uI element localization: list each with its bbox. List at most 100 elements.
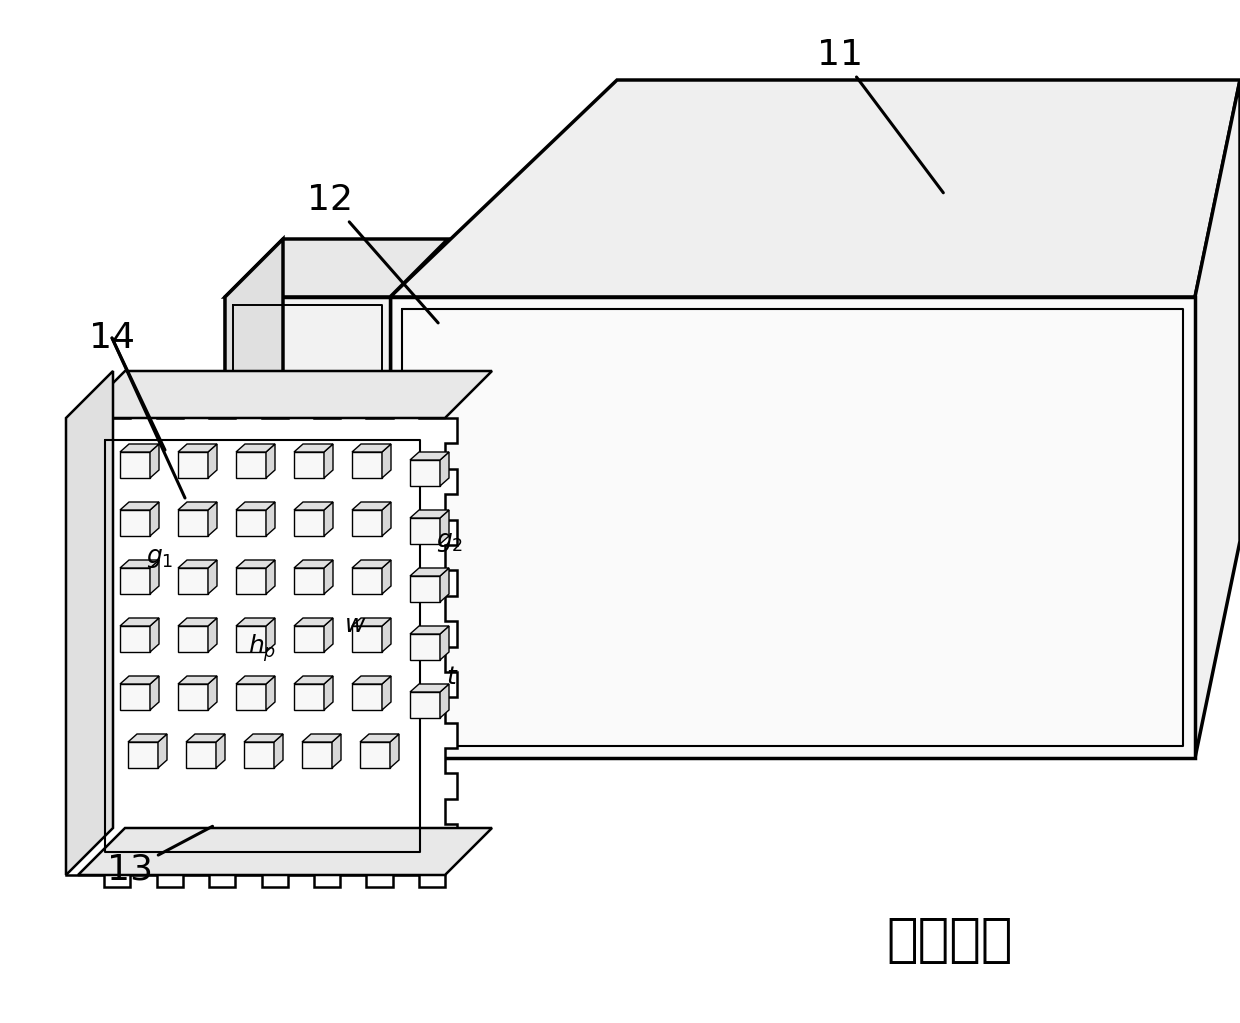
Text: 14: 14	[89, 321, 135, 355]
Text: $w$: $w$	[343, 614, 366, 636]
Polygon shape	[208, 502, 217, 536]
Polygon shape	[120, 618, 159, 626]
Polygon shape	[236, 568, 267, 594]
Polygon shape	[294, 502, 334, 510]
Polygon shape	[410, 510, 449, 518]
Polygon shape	[352, 676, 391, 684]
Polygon shape	[440, 568, 449, 602]
Polygon shape	[294, 510, 324, 536]
Polygon shape	[236, 560, 275, 568]
Polygon shape	[410, 518, 440, 544]
Text: $g_1$: $g_1$	[146, 546, 174, 570]
Polygon shape	[324, 444, 334, 478]
Polygon shape	[179, 676, 217, 684]
Polygon shape	[179, 444, 217, 452]
Polygon shape	[324, 618, 334, 652]
Polygon shape	[382, 676, 391, 710]
Polygon shape	[120, 510, 150, 536]
Polygon shape	[352, 452, 382, 478]
Polygon shape	[440, 510, 449, 544]
Polygon shape	[224, 239, 448, 297]
Text: $t$: $t$	[445, 667, 459, 690]
Text: 11: 11	[817, 38, 944, 192]
Polygon shape	[391, 733, 399, 768]
Polygon shape	[120, 626, 150, 652]
Polygon shape	[208, 618, 217, 652]
Polygon shape	[440, 626, 449, 660]
Polygon shape	[120, 452, 150, 478]
Polygon shape	[150, 502, 159, 536]
Polygon shape	[352, 502, 391, 510]
Polygon shape	[410, 452, 449, 460]
Polygon shape	[128, 733, 167, 742]
Polygon shape	[120, 684, 150, 710]
Polygon shape	[150, 444, 159, 478]
Polygon shape	[324, 560, 334, 594]
Polygon shape	[78, 371, 492, 418]
Polygon shape	[274, 733, 283, 768]
Polygon shape	[294, 618, 334, 626]
Polygon shape	[410, 568, 449, 576]
Polygon shape	[332, 733, 341, 768]
Polygon shape	[352, 444, 391, 452]
Polygon shape	[382, 444, 391, 478]
Polygon shape	[382, 560, 391, 594]
Polygon shape	[294, 626, 324, 652]
Polygon shape	[179, 626, 208, 652]
Polygon shape	[244, 733, 283, 742]
Polygon shape	[236, 510, 267, 536]
Polygon shape	[224, 239, 283, 758]
Polygon shape	[352, 568, 382, 594]
Polygon shape	[303, 733, 341, 742]
Polygon shape	[244, 742, 274, 768]
Polygon shape	[267, 676, 275, 710]
Polygon shape	[179, 452, 208, 478]
Polygon shape	[150, 676, 159, 710]
Polygon shape	[410, 692, 440, 718]
Polygon shape	[236, 444, 275, 452]
Polygon shape	[179, 510, 208, 536]
Polygon shape	[294, 444, 334, 452]
Polygon shape	[120, 568, 150, 594]
Polygon shape	[120, 676, 159, 684]
Polygon shape	[352, 510, 382, 536]
Text: $h_p$: $h_p$	[248, 632, 277, 664]
Polygon shape	[236, 626, 267, 652]
Polygon shape	[267, 560, 275, 594]
Polygon shape	[186, 742, 216, 768]
Polygon shape	[179, 618, 217, 626]
Text: 阳连接部: 阳连接部	[887, 914, 1013, 966]
Polygon shape	[440, 684, 449, 718]
Polygon shape	[382, 618, 391, 652]
Text: 13: 13	[107, 827, 212, 887]
Polygon shape	[267, 444, 275, 478]
Polygon shape	[236, 684, 267, 710]
Polygon shape	[78, 828, 492, 875]
Polygon shape	[324, 502, 334, 536]
Polygon shape	[352, 684, 382, 710]
Polygon shape	[66, 406, 458, 887]
Polygon shape	[236, 452, 267, 478]
Polygon shape	[303, 742, 332, 768]
Polygon shape	[294, 452, 324, 478]
Polygon shape	[208, 676, 217, 710]
Polygon shape	[294, 684, 324, 710]
Text: 12: 12	[308, 183, 438, 323]
Polygon shape	[391, 297, 1195, 758]
Polygon shape	[391, 80, 1240, 297]
Polygon shape	[267, 502, 275, 536]
Polygon shape	[150, 560, 159, 594]
Polygon shape	[267, 618, 275, 652]
Polygon shape	[208, 444, 217, 478]
Polygon shape	[360, 742, 391, 768]
Polygon shape	[216, 733, 224, 768]
Polygon shape	[120, 560, 159, 568]
Polygon shape	[410, 626, 449, 634]
Polygon shape	[120, 444, 159, 452]
Polygon shape	[410, 576, 440, 602]
Polygon shape	[360, 733, 399, 742]
Polygon shape	[186, 733, 224, 742]
Polygon shape	[179, 568, 208, 594]
Polygon shape	[224, 297, 391, 758]
Polygon shape	[382, 502, 391, 536]
